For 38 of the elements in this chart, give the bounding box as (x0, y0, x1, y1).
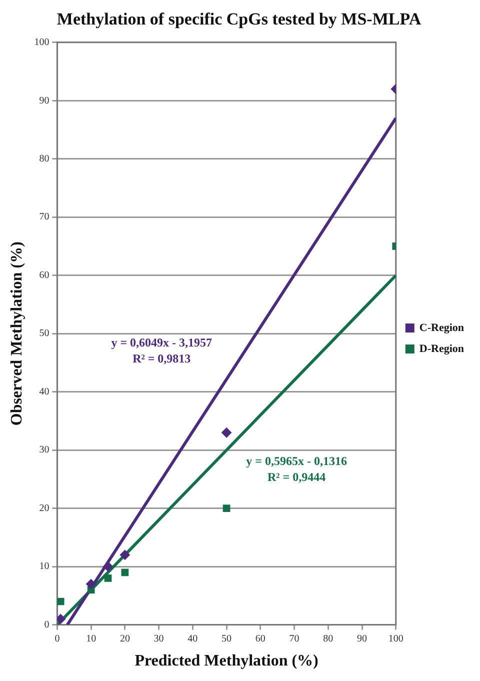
y-tick-label: 70 (39, 212, 50, 223)
x-tick-label: 50 (222, 633, 232, 644)
y-tick-label: 60 (39, 270, 50, 281)
point (86, 579, 96, 590)
y-tick-label: 10 (39, 561, 50, 572)
legend-label: C-Region (419, 322, 464, 334)
y-tick-label: 50 (39, 328, 50, 340)
point (57, 614, 66, 624)
point (120, 550, 130, 560)
y-tick-label: 20 (39, 502, 50, 514)
x-tick-label: 0 (54, 633, 60, 644)
x-tick-label: 60 (255, 633, 266, 644)
chart-title: Methylation of specific CpGs tested by MS-MLPA (56, 10, 422, 29)
x-axis-title: Predicted Methylation (%) (134, 652, 318, 670)
y-axis-title: Observed Methylation (%) (8, 242, 26, 426)
x-tick-label: 90 (357, 633, 368, 644)
point (103, 562, 114, 572)
point (121, 568, 129, 576)
x-tick-label: 30 (154, 633, 164, 644)
annotation: y = 0,5965x - 0,1316 R² = 0,9444 (246, 454, 347, 484)
point (104, 574, 112, 582)
x-tick-label: 70 (289, 633, 300, 644)
y-tick-label: 80 (39, 154, 50, 165)
x-tick-label: 40 (188, 633, 198, 644)
legend-label: D-Region (419, 342, 464, 355)
point (222, 428, 232, 438)
x-tick-label: 100 (388, 633, 404, 644)
y-tick-label: 100 (34, 37, 50, 48)
y-tick-label: 40 (39, 386, 50, 398)
y-tick-label: 90 (39, 95, 50, 106)
y-tick-label: 0 (44, 619, 50, 630)
x-tick-label: 20 (120, 633, 130, 644)
point (222, 504, 230, 512)
point (57, 598, 64, 606)
x-tick-label: 80 (323, 633, 334, 644)
annotation: y = 0,6049x - 3,1957 R² = 0,9813 (111, 336, 212, 366)
y-tick-label: 30 (39, 444, 50, 456)
x-tick-label: 10 (86, 633, 96, 644)
